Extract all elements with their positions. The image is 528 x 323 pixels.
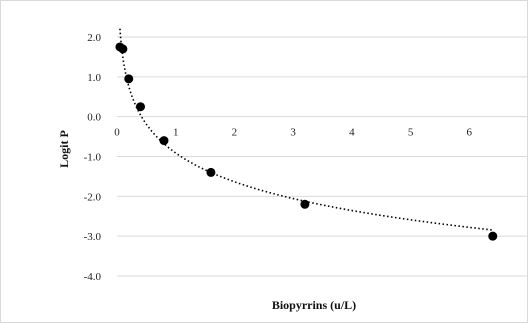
data-point <box>118 44 128 54</box>
data-point <box>124 74 134 84</box>
data-point <box>300 199 310 209</box>
x-tick-labels: 0 1 2 3 4 5 6 <box>114 127 472 139</box>
x-tick-label: 4 <box>349 127 355 139</box>
y-tick-label: 0.0 <box>87 112 101 124</box>
x-tick-label: 6 <box>467 127 473 139</box>
y-tick-label: -2.0 <box>84 191 102 203</box>
x-tick-label: 2 <box>232 127 238 139</box>
y-tick-labels: 2.0 1.0 0.0 -1.0 -2.0 -3.0 -4.0 <box>84 32 102 283</box>
x-tick-label: 1 <box>173 127 179 139</box>
y-tick-label: 2.0 <box>87 32 101 44</box>
y-tick-label: -3.0 <box>84 231 102 243</box>
y-tick-label: -4.0 <box>84 271 102 283</box>
grid-lines <box>117 36 528 277</box>
x-axis-title: Biopyrrins (u/L) <box>272 298 356 312</box>
data-points <box>115 42 498 241</box>
data-point <box>206 167 216 177</box>
y-axis-title: Logit P <box>57 130 71 168</box>
y-tick-label: 1.0 <box>87 72 101 84</box>
data-point <box>135 102 145 112</box>
data-point <box>159 136 169 146</box>
x-tick-label: 3 <box>290 127 296 139</box>
data-point <box>488 231 498 241</box>
y-tick-label: -1.0 <box>84 152 102 164</box>
x-tick-label: 5 <box>408 127 414 139</box>
x-tick-label: 0 <box>114 127 120 139</box>
